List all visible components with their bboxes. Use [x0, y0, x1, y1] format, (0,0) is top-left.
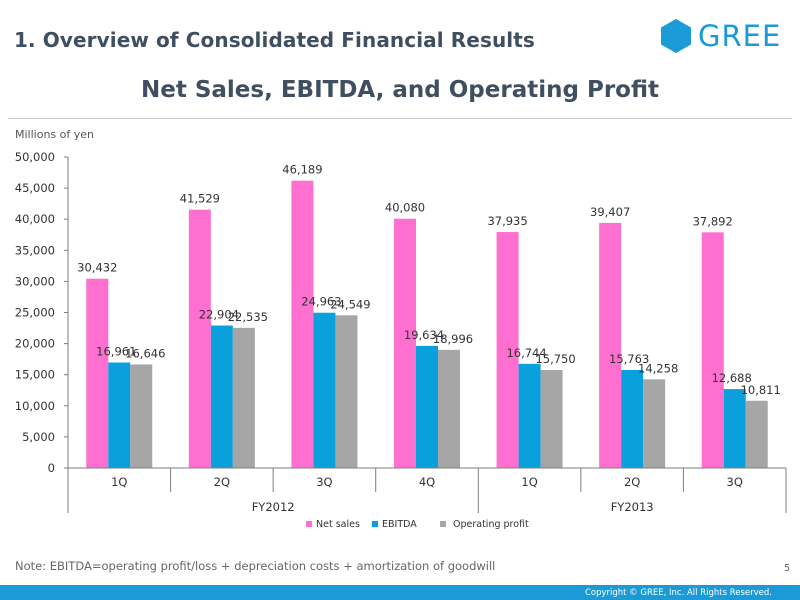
footer-bar: Copyright © GREE, Inc. All Rights Reserv…	[0, 585, 800, 600]
legend-swatch	[372, 521, 378, 527]
data-label: 37,892	[693, 214, 733, 228]
x-group-label: FY2012	[252, 500, 295, 514]
x-tick-label: 4Q	[419, 475, 435, 489]
legend-swatch	[440, 521, 446, 527]
y-tick-label: 40,000	[15, 212, 55, 226]
copyright-text: Copyright © GREE, Inc. All Rights Reserv…	[584, 587, 772, 598]
footnote: Note: EBITDA=operating profit/loss + dep…	[15, 559, 496, 573]
bar-operating-profit	[745, 400, 768, 468]
y-tick-label: 30,000	[15, 274, 55, 288]
x-tick-label: 3Q	[727, 475, 743, 489]
bar-net-sales	[86, 278, 109, 468]
data-label: 39,407	[590, 205, 630, 219]
data-label: 16,744	[506, 346, 546, 360]
data-label: 19,634	[404, 328, 444, 342]
logo-text: GREE	[698, 19, 782, 53]
data-label: 22,904	[199, 308, 239, 322]
title-divider	[8, 118, 792, 119]
bar-net-sales	[394, 218, 416, 468]
bar-operating-profit	[643, 379, 666, 468]
bar-ebitda	[416, 345, 438, 468]
y-tick-label: 25,000	[15, 306, 55, 320]
data-label: 18,996	[433, 332, 473, 346]
legend-label: EBITDA	[382, 519, 417, 530]
y-tick-label: 45,000	[15, 181, 55, 195]
legend-swatch	[306, 521, 312, 527]
data-label: 10,811	[741, 383, 781, 397]
data-label: 24,549	[330, 297, 370, 311]
x-tick-label: 3Q	[316, 475, 332, 489]
data-label: 30,432	[77, 261, 117, 275]
x-tick-label: 2Q	[214, 475, 230, 489]
legend-label: Operating profit	[453, 519, 529, 530]
bar-operating-profit	[335, 315, 358, 468]
gree-logo: GREE	[660, 18, 781, 54]
data-label: 15,763	[609, 352, 649, 366]
y-tick-label: 20,000	[15, 337, 55, 351]
bar-net-sales	[599, 222, 622, 468]
data-label: 40,080	[385, 201, 425, 215]
y-tick-label: 10,000	[15, 399, 55, 413]
bar-operating-profit	[232, 327, 255, 468]
bar-ebitda	[108, 362, 131, 468]
hexagon-logo-icon	[661, 19, 691, 53]
data-label: 22,535	[228, 310, 268, 324]
y-tick-label: 50,000	[15, 150, 55, 164]
bar-operating-profit	[540, 370, 563, 468]
bar-ebitda	[210, 325, 233, 468]
bar-net-sales	[496, 232, 519, 468]
x-group-label: FY2013	[611, 500, 654, 514]
bar-ebitda	[723, 389, 746, 468]
y-tick-label: 0	[48, 461, 55, 475]
bar-operating-profit	[130, 364, 153, 468]
data-label: 37,935	[487, 214, 527, 228]
bar-net-sales	[701, 232, 724, 468]
bar-net-sales	[188, 209, 211, 468]
data-label: 46,189	[282, 163, 322, 177]
y-tick-label: 35,000	[15, 243, 55, 257]
page-number: 5	[784, 563, 791, 574]
bar-net-sales	[291, 180, 314, 469]
x-tick-label: 1Q	[521, 475, 537, 489]
x-tick-label: 1Q	[111, 475, 127, 489]
bar-ebitda	[518, 363, 541, 468]
data-label: 41,529	[180, 192, 220, 206]
chart-title: Net Sales, EBITDA, and Operating Profit	[140, 77, 660, 103]
data-label: 16,961	[96, 345, 136, 359]
data-label: 24,963	[301, 295, 341, 309]
data-label: 12,688	[712, 371, 752, 385]
bar-ebitda	[621, 369, 644, 468]
data-label: 15,750	[535, 352, 575, 366]
y-axis-unit-label: Millions of yen	[15, 128, 94, 141]
data-label: 14,258	[638, 361, 678, 375]
data-label: 16,646	[125, 346, 165, 360]
legend-label: Net sales	[316, 519, 360, 530]
bar-ebitda	[313, 312, 336, 468]
x-tick-label: 2Q	[624, 475, 640, 489]
y-tick-label: 15,000	[15, 368, 55, 382]
section-title: 1. Overview of Consolidated Financial Re…	[14, 28, 535, 52]
bar-chart: Millions of yen 0 5,000 10,000 15,000 20,000 2…	[15, 128, 787, 530]
y-tick-label: 5,000	[22, 430, 55, 444]
bar-operating-profit	[438, 349, 460, 468]
